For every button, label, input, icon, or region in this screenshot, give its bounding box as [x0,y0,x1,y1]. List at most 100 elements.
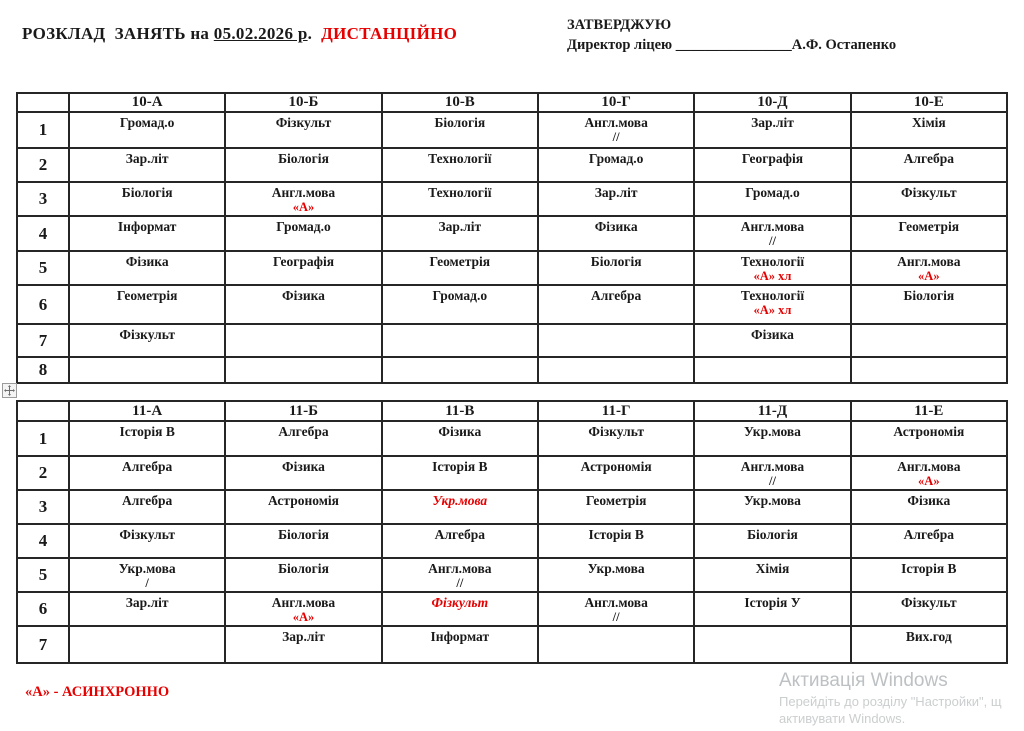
subject-name: Фізкульт [901,185,957,200]
subject-name: Фізкульт [119,527,175,542]
schedule-row: 4 Інформат Громад.о Зар.літ Фізика Англ.мова /… [16,215,1009,252]
distance-mode-label: ДИСТАНЦІЙНО [321,24,458,43]
schedule-cell: Технології [380,181,539,217]
lesson-number: 3 [16,489,70,525]
subject-name: Геометрія [116,288,178,303]
subject-name: Технології [740,288,805,303]
subject-name: Фізика [438,424,482,439]
schedule-cell: Громад.о [67,111,227,149]
schedule-cell: Фізика [693,323,852,358]
schedule-cell: Алгебра [380,523,539,559]
schedule-cell [67,625,227,664]
subject-name: Хімія [911,115,946,130]
schedule-grid-grade-11: 11-А 11-Б 11-В 11-Г 11-Д 11-Е 1 Історія В Алгебр… [16,400,1009,664]
lesson-number: 5 [16,557,70,593]
subject-name: Зар.літ [282,629,325,644]
subject-name: Технології [428,151,492,166]
schedule-cell: Зар.літ [536,181,696,217]
subject-annotation: «А» [292,200,315,215]
schedule-cell [536,625,696,664]
subject-name: Фізкульт [588,424,644,439]
schedule-cell: Інформат [380,625,539,664]
subject-name: Фізика [282,288,325,303]
schedule-cell: Алгебра [536,284,696,325]
subject-name: Біологія [590,254,642,269]
subject-name: Фізика [594,219,638,234]
lesson-number: 6 [16,591,70,627]
class-header: 11-Д [693,400,852,422]
schedule-cell: Укр.мова [380,489,539,525]
schedule-cell [536,323,696,358]
subject-annotation: // [769,474,776,489]
schedule-cell: Географія [224,250,383,286]
subject-name: Англ.мова [584,595,648,610]
schedule-cell: Фізкульт [849,181,1009,217]
subject-annotation: «А» хл [753,269,792,284]
schedule-date: 05.02.2026 р [213,24,308,43]
schedule-cell: Фізкульт [67,523,227,559]
subject-name: Геометрія [898,219,960,234]
schedule-cell: Громад.о [536,147,696,183]
subject-annotation: // [456,576,464,591]
table-move-handle-icon[interactable] [2,383,17,398]
schedule-cell: Біологія [67,181,227,217]
schedule-cell: Історія У [693,591,852,627]
subject-name: Біологія [121,185,173,200]
subject-name: Укр.мова [744,493,801,508]
schedule-cell: Хімія [693,557,852,593]
schedule-row: 6 Геометрія Фізика Громад.о Алгебра Технологі… [16,284,1009,325]
subject-name: Алгебра [591,288,642,303]
subject-name: Історія В [901,561,957,576]
subject-name: Укр.мова [587,561,645,576]
subject-name: Укр.мова [118,561,176,576]
schedule-row: 4 Фізкульт Біологія Алгебра Історія В Біологі… [16,523,1009,559]
schedule-cell: Англ.мова// [693,455,852,491]
subject-name: Фізика [282,459,325,474]
subject-name: Історія В [588,527,644,542]
title-dot: . [307,24,313,43]
subject-name: Біологія [278,151,329,166]
lesson-number: 5 [16,250,70,286]
schedule-cell: Зар.літ [67,147,227,183]
schedule-cell: Англ.мова «А» [849,250,1009,286]
schedule-cell [67,356,227,384]
schedule-cell: Хімія [849,111,1009,149]
schedule-cell: Історія В [536,523,696,559]
schedule-cell: Укр.мова [536,557,696,593]
schedule-row: 1 Історія В Алгебра Фізика Фізкульт Укр.мова А… [16,420,1009,457]
subject-name: Хімія [755,561,790,576]
class-header: 10-Б [224,92,383,113]
subject-name: Астрономія [580,459,652,474]
schedule-cell: Англ.мова «А» [224,181,383,217]
subject-name: Історія В [119,424,175,439]
watermark-line-3: активувати Windows. [779,710,906,726]
subject-name: Громад.о [276,219,331,234]
schedule-cell [380,323,539,358]
schedule-cell: Англ.мова// [380,557,539,593]
lesson-number: 2 [16,147,70,183]
class-header: 11-Е [849,400,1009,422]
schedule-cell: Історія В [380,455,539,491]
schedule-row: 7 Зар.літ Інформат Вих.год [16,625,1009,664]
schedule-cell: Інформат [67,215,227,252]
subject-name: Зар.літ [125,595,169,610]
schedule-table-grade-10: 10-А 10-Б 10-В 10-Г 10-Д 10-Е 1 Громад.о Фізкуль… [16,92,1009,384]
schedule-row: 5 Фізика Географія Геометрія Біологія Техноло… [16,250,1009,286]
schedule-cell: Історія В [67,420,227,457]
subject-name: Зар.літ [125,151,169,166]
subject-name: Фізкульт [431,595,489,610]
schedule-cell: Англ.мова «А» [849,455,1009,491]
subject-name: Фізкульт [275,115,332,130]
schedule-cell: Астрономія [536,455,696,491]
schedule-cell [536,356,696,384]
schedule-cell: Астрономія [849,420,1009,457]
schedule-cell: Геометрія [849,215,1009,252]
subject-name: Астрономія [893,424,965,439]
subject-name: Фізкульт [901,595,957,610]
subject-name: Геометрія [585,493,647,508]
schedule-row: 2 Зар.літ Біологія Технології Громад.о Геогра… [16,147,1009,183]
schedule-cell: Геометрія [380,250,539,286]
schedule-cell [224,356,383,384]
lesson-number: 7 [16,625,70,664]
schedule-cell: Алгебра [849,147,1009,183]
